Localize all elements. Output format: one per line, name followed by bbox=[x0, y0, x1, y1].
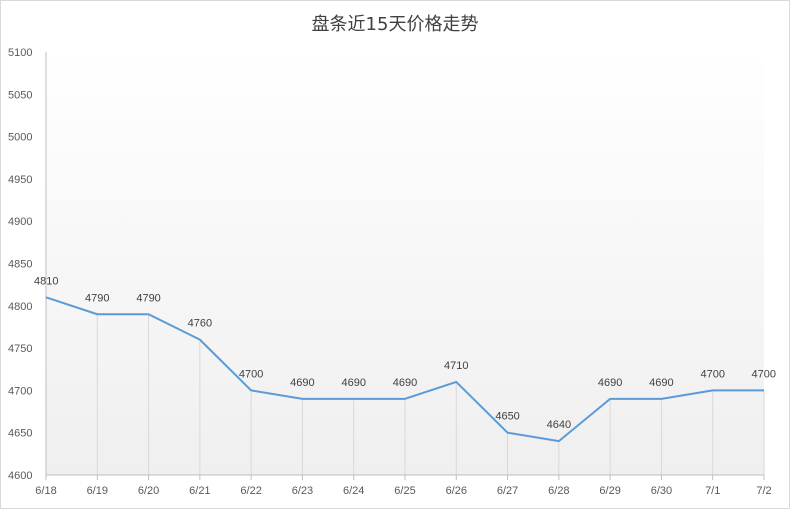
x-tick-label: 6/29 bbox=[599, 485, 620, 497]
data-label: 4690 bbox=[341, 377, 365, 389]
x-tick-label: 6/25 bbox=[394, 485, 415, 497]
data-label: 4710 bbox=[444, 360, 468, 372]
chart-title: 盘条近15天价格走势 bbox=[311, 14, 479, 35]
x-tick-label: 6/30 bbox=[651, 485, 672, 497]
x-tick-label: 6/28 bbox=[548, 485, 569, 497]
x-tick-label: 7/1 bbox=[705, 485, 720, 497]
data-label: 4700 bbox=[700, 368, 724, 380]
data-label: 4640 bbox=[547, 419, 571, 431]
x-tick-label: 6/26 bbox=[446, 485, 467, 497]
x-tick-label: 7/2 bbox=[756, 485, 771, 497]
y-tick-label: 4850 bbox=[8, 259, 32, 271]
data-label: 4760 bbox=[188, 318, 212, 330]
x-tick-label: 6/18 bbox=[35, 485, 56, 497]
y-tick-label: 4750 bbox=[8, 343, 32, 355]
x-tick-label: 6/22 bbox=[240, 485, 261, 497]
x-tick-label: 6/21 bbox=[189, 485, 210, 497]
x-tick-label: 6/27 bbox=[497, 485, 518, 497]
data-label: 4700 bbox=[239, 368, 263, 380]
x-tick-label: 6/24 bbox=[343, 485, 364, 497]
series-line bbox=[45, 296, 764, 443]
x-tick-label: 6/19 bbox=[87, 485, 108, 497]
data-label: 4690 bbox=[290, 377, 314, 389]
data-label: 4790 bbox=[136, 292, 160, 304]
y-tick-label: 4600 bbox=[8, 470, 32, 482]
data-label: 4700 bbox=[752, 368, 776, 380]
y-tick-label: 5100 bbox=[8, 47, 32, 59]
data-label: 4690 bbox=[649, 377, 673, 389]
data-label: 4650 bbox=[495, 411, 519, 423]
x-tick-label: 6/20 bbox=[138, 485, 159, 497]
y-tick-label: 4900 bbox=[8, 216, 32, 228]
y-tick-label: 4950 bbox=[8, 174, 32, 186]
data-label: 4790 bbox=[85, 292, 109, 304]
y-tick-label: 5050 bbox=[8, 89, 32, 101]
data-label: 4690 bbox=[598, 377, 622, 389]
y-tick-label: 4800 bbox=[8, 301, 32, 313]
data-label: 4810 bbox=[34, 275, 58, 287]
y-tick-label: 5000 bbox=[8, 132, 32, 144]
x-tick-label: 6/23 bbox=[292, 485, 313, 497]
data-label: 4690 bbox=[393, 377, 417, 389]
y-tick-label: 4700 bbox=[8, 385, 32, 397]
y-tick-label: 4650 bbox=[8, 428, 32, 440]
